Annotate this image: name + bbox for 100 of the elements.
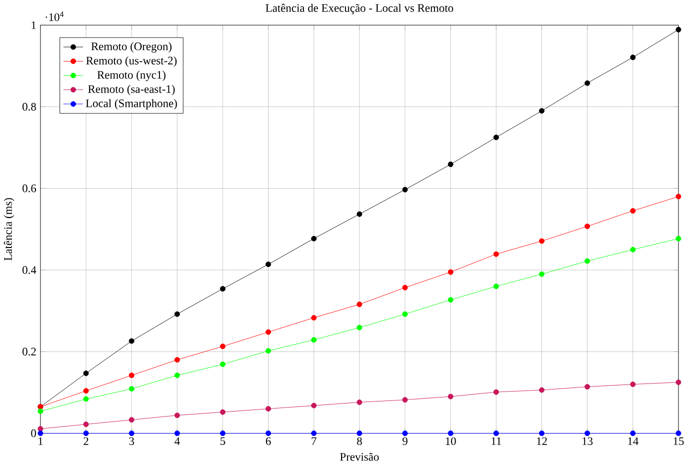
- point: [83, 430, 89, 436]
- x-tick-label: 2: [84, 438, 88, 446]
- point: [402, 285, 408, 291]
- y-tick-label: 0.6: [22, 184, 36, 192]
- x-tick-label: 13: [582, 438, 593, 446]
- y-tick-label: 0.8: [22, 103, 36, 111]
- y-axis-title: Latência (ms): [4, 198, 14, 261]
- point: [128, 417, 134, 423]
- point: [676, 194, 682, 200]
- point: [128, 430, 134, 436]
- point: [538, 108, 544, 114]
- point: [220, 344, 226, 350]
- point: [676, 236, 682, 242]
- point: [83, 422, 89, 428]
- point: [402, 397, 408, 403]
- y-tick-label: 0.2: [22, 348, 36, 356]
- point: [174, 430, 180, 436]
- x-tick-label: 1: [38, 438, 43, 446]
- point: [220, 362, 226, 368]
- point: [311, 403, 317, 409]
- point: [83, 396, 89, 402]
- point: [630, 382, 636, 388]
- point: [448, 270, 454, 276]
- point: [220, 410, 226, 416]
- legend-label: Remoto (Oregon): [91, 42, 172, 53]
- chart-title: Latência de Execução - Local vs Remoto: [266, 4, 454, 14]
- point: [83, 388, 89, 394]
- point: [630, 54, 636, 60]
- point: [584, 430, 590, 436]
- point: [266, 430, 272, 436]
- x-tick-label: 15: [674, 438, 684, 446]
- point: [356, 400, 362, 406]
- x-tick-label: 11: [492, 438, 501, 446]
- x-tick-label: 6: [266, 438, 271, 446]
- point: [493, 252, 499, 258]
- point: [174, 412, 180, 418]
- y-tick-label: 0: [31, 430, 36, 438]
- point: [266, 348, 272, 354]
- point: [38, 408, 44, 414]
- x-axis-title: Previsão: [340, 453, 379, 461]
- point: [676, 380, 682, 386]
- x-tick-label: 4: [174, 438, 180, 446]
- point: [311, 315, 317, 321]
- point: [266, 262, 272, 268]
- text: ·10$^{4}$: [46, 12, 64, 22]
- point: [538, 272, 544, 278]
- point: [128, 372, 134, 378]
- point: [38, 430, 44, 436]
- point: [584, 224, 590, 230]
- y-tick-label: 1: [32, 22, 36, 30]
- point: [174, 372, 180, 378]
- point: [83, 370, 89, 376]
- x-tick-label: 12: [537, 438, 547, 446]
- point: [311, 236, 317, 242]
- legend-label: Local (Smartphone): [86, 99, 177, 110]
- point: [538, 430, 544, 436]
- legend-label: Remoto (us-west-2): [86, 56, 177, 68]
- point: [311, 430, 317, 436]
- point: [128, 338, 134, 344]
- point: [356, 430, 362, 436]
- point: [220, 430, 226, 436]
- point: [311, 337, 317, 343]
- point: [493, 390, 499, 396]
- point: [448, 394, 454, 400]
- point: [493, 430, 499, 436]
- legend-label: Remoto (sa-east-1): [88, 85, 175, 96]
- x-tick-label: 8: [357, 438, 362, 446]
- point: [356, 212, 362, 218]
- point: [584, 384, 590, 390]
- point: [402, 430, 408, 436]
- y-tick-label: 0.4: [22, 266, 36, 274]
- point: [676, 27, 682, 33]
- point: [584, 80, 590, 86]
- x-tick-label: 7: [312, 438, 316, 446]
- point: [630, 208, 636, 214]
- point: [402, 312, 408, 318]
- x-tick-label: 9: [402, 438, 408, 446]
- point: [538, 387, 544, 393]
- point: [266, 406, 272, 412]
- point: [356, 325, 362, 331]
- point: [448, 430, 454, 436]
- point: [448, 162, 454, 168]
- point: [493, 134, 499, 140]
- point: [584, 258, 590, 264]
- point: [356, 302, 362, 308]
- point: [448, 297, 454, 303]
- point: [266, 330, 272, 336]
- x-tick-label: 3: [129, 438, 134, 446]
- x-tick-label: 14: [628, 438, 638, 446]
- point: [128, 386, 134, 392]
- point: [402, 187, 408, 193]
- point: [538, 238, 544, 244]
- point: [676, 430, 682, 436]
- point: [220, 286, 226, 292]
- point: [630, 430, 636, 436]
- point: [493, 284, 499, 290]
- point: [174, 312, 180, 318]
- point: [630, 247, 636, 253]
- point: [174, 357, 180, 363]
- x-tick-label: 10: [446, 438, 456, 446]
